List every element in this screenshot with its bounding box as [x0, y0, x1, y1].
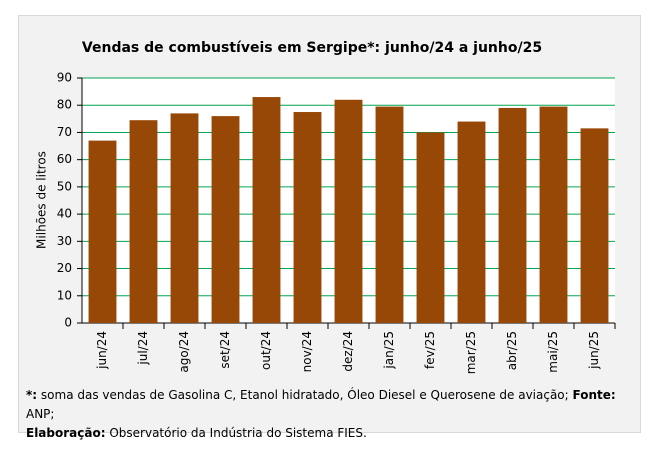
bar — [416, 132, 445, 323]
x-tick-label: mai/25 — [546, 331, 560, 373]
x-tick-label: abr/25 — [505, 331, 519, 370]
credit-label: Elaboração: — [26, 426, 106, 440]
x-tick-label: nov/24 — [300, 331, 314, 372]
y-tick-label: 30 — [57, 234, 72, 248]
x-tick-label: jul/24 — [136, 331, 150, 366]
x-tick-label: jun/24 — [95, 331, 109, 370]
footnote-text: soma das vendas de Gasolina C, Etanol hi… — [40, 388, 569, 402]
bar — [334, 99, 363, 324]
x-tick-label: jun/25 — [587, 331, 601, 370]
bar — [129, 120, 158, 323]
source: ANP; — [26, 407, 55, 421]
y-tick-label: 70 — [57, 125, 72, 139]
x-tick-label: out/24 — [259, 331, 273, 370]
bar — [457, 121, 486, 323]
y-tick-label: 10 — [57, 288, 72, 302]
bar — [293, 112, 322, 324]
bar — [252, 97, 281, 323]
bar — [498, 107, 527, 323]
x-tick-label: ago/24 — [177, 331, 191, 373]
y-tick-label: 40 — [57, 207, 72, 221]
bar — [170, 113, 199, 323]
bar — [375, 106, 404, 323]
source-label: Fonte: — [572, 388, 616, 402]
x-tick-label: set/24 — [218, 331, 232, 369]
y-tick-label: 60 — [57, 152, 72, 166]
y-tick-label: 20 — [57, 261, 72, 275]
bar — [88, 140, 117, 323]
x-tick-label: mar/25 — [464, 331, 478, 374]
footnote: *: soma das vendas de Gasolina C, Etanol… — [26, 386, 636, 443]
bar — [211, 116, 240, 323]
x-tick-label: jan/25 — [382, 331, 396, 370]
y-tick-label: 80 — [57, 98, 72, 112]
y-tick-label: 0 — [64, 316, 72, 330]
footnote-star: *: — [26, 388, 38, 402]
y-tick-label: 90 — [57, 71, 72, 85]
y-tick-label: 50 — [57, 179, 72, 193]
bar — [580, 128, 609, 323]
credit: Observatório da Indústria do Sistema FIE… — [109, 426, 367, 440]
x-tick-label: dez/24 — [341, 331, 355, 372]
bar — [539, 106, 568, 323]
y-axis-label: Milhões de litros — [35, 151, 49, 249]
x-tick-label: fev/25 — [423, 331, 437, 369]
chart-title: Vendas de combustíveis em Sergipe*: junh… — [82, 40, 542, 56]
